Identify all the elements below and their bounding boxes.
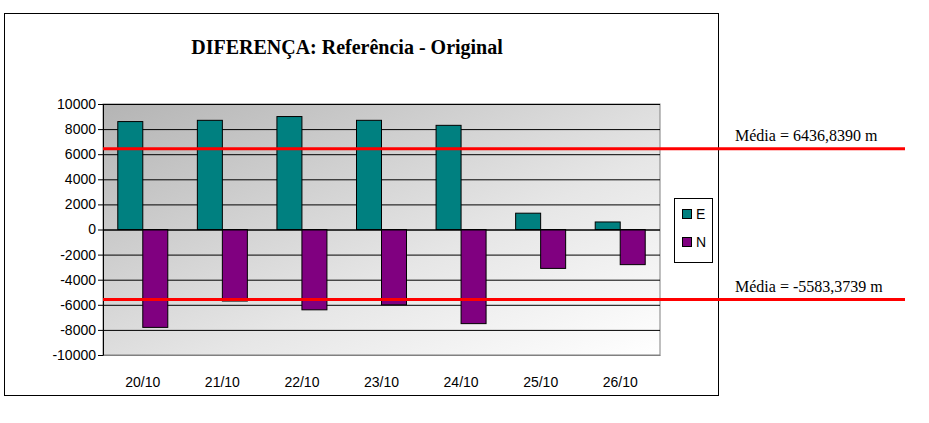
mean-line [103,298,905,301]
x-tick: 25/10 [523,355,558,390]
tick-mark [98,255,103,256]
tick-mark [98,129,103,130]
y-axis-line [98,105,104,356]
x-tick: 24/10 [444,355,479,390]
bar [620,230,645,265]
grid [103,105,660,356]
y-tick: 10000 [57,96,103,112]
grid-line [103,230,660,231]
x-tick-label: 25/10 [523,374,558,390]
y-axis: -10000 -8000 -6000 -4000 -2000 0 2000 4000 6000 8… [52,96,103,363]
y-tick: 2000 [65,196,103,212]
grid-line [103,330,660,331]
y-tick: -10000 [52,347,103,363]
tick-mark [98,179,103,180]
bar [541,230,566,269]
x-tick: 21/10 [205,355,240,390]
y-tick-label: 6000 [65,146,96,162]
bar [277,117,302,230]
legend-swatch [683,238,692,247]
y-tick-label: -8000 [60,322,96,338]
y-tick-label: 0 [88,221,96,237]
x-tick-label: 24/10 [444,374,479,390]
legend-box [675,199,713,263]
bar [382,230,407,305]
y-tick-label: 10000 [57,96,96,112]
tick-mark [98,330,103,331]
tick-mark [98,154,103,155]
annotations: Média = 6436,8390 m Média = -5583,3739 m [103,127,905,300]
tick-mark [98,230,103,231]
bar [143,230,168,328]
bar [461,230,486,324]
y-tick-label: 2000 [65,196,96,212]
y-tick: -8000 [60,322,103,338]
bar [516,213,541,229]
bar [222,230,247,302]
x-tick-label: 22/10 [284,374,319,390]
y-tick: -6000 [60,297,103,313]
y-tick-label: -10000 [52,347,96,363]
title: DIFERENÇA: Referência - Original [191,36,503,59]
x-tick-label: 26/10 [603,374,638,390]
bar [302,230,327,310]
tick-mark [98,280,103,281]
y-tick: 6000 [65,146,103,162]
legend: EN [675,199,713,263]
y-tick-label: -6000 [60,297,96,313]
chart: -10000 -8000 -6000 -4000 -2000 0 2000 4000 6000 8… [0,0,929,423]
bar [357,120,382,229]
plot-area [103,104,660,355]
x-tick: 26/10 [603,355,638,390]
bar [197,120,222,229]
y-tick: -4000 [60,272,103,288]
zero-line [103,230,660,231]
x-tick-label: 20/10 [125,374,160,390]
x-tick-label: 21/10 [205,374,240,390]
x-axis: 20/10 21/10 22/10 23/10 24/10 25/10 26/10 [104,355,661,390]
y-tick: 0 [88,221,103,237]
tick-mark [98,104,103,105]
tick-mark [98,355,103,356]
x-tick: 22/10 [284,355,319,390]
legend-swatch [683,210,692,219]
grid-line [103,355,660,356]
bar [595,222,620,230]
y-tick-label: -4000 [60,272,96,288]
mean-line [103,147,905,150]
x-tick: 23/10 [364,355,399,390]
x-tick: 20/10 [125,355,160,390]
y-tick-label: 4000 [65,171,96,187]
y-tick-label: -2000 [60,247,96,263]
x-tick-label: 23/10 [364,374,399,390]
tick-mark [98,305,103,306]
mean-label: Média = 6436,8390 m [735,127,878,144]
y-tick: 4000 [65,171,103,187]
y-tick: -2000 [60,247,103,263]
grid-line [103,104,660,105]
x-axis-line [104,355,661,356]
chart-frame [5,14,719,396]
tick-mark [98,204,103,205]
bar [118,122,143,230]
y-tick: 8000 [65,121,103,137]
y-tick-label: 8000 [65,121,96,137]
mean-label: Média = -5583,3739 m [735,278,883,295]
bar [436,125,461,229]
legend-label: E [696,206,705,222]
legend-label: N [696,234,706,250]
